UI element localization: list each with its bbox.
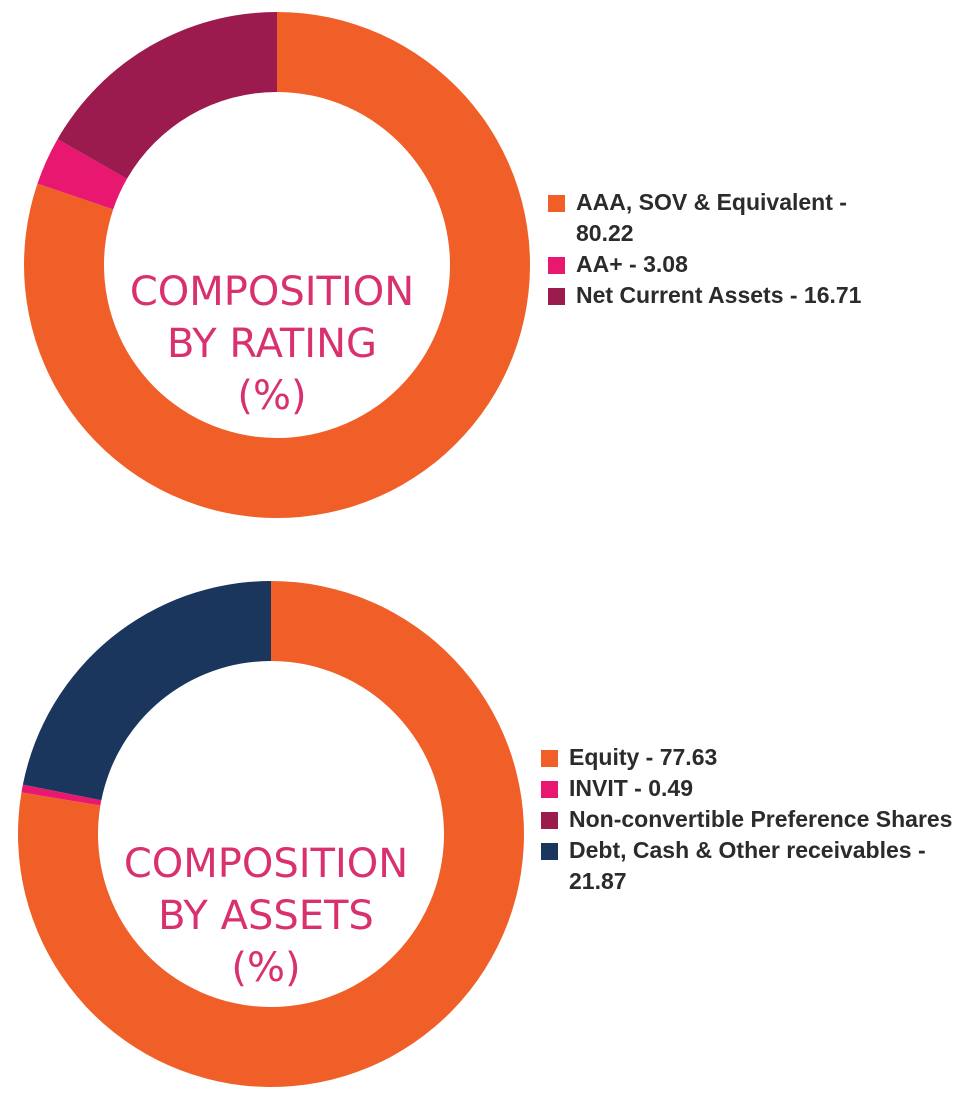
- legend-label-aa-plus: AA+ - 3.08: [576, 251, 688, 277]
- slice-preference-shares: [22, 784, 102, 801]
- legend-swatch-aa-plus: [548, 257, 565, 274]
- assets-center-line-2: BY ASSETS: [158, 893, 374, 939]
- legend-label-aaa: AAA, SOV & Equivalent - 80.22: [576, 189, 847, 246]
- assets-center-line-1: COMPOSITION: [123, 841, 409, 887]
- assets-center-label: COMPOSITION BY ASSETS (%): [76, 838, 456, 994]
- slice-aaa-sov-equivalent: [23, 12, 530, 518]
- legend-swatch-preference-shares: [541, 812, 558, 829]
- rating-legend: AAA, SOV & Equivalent - 80.22 AA+ - 3.08…: [548, 187, 948, 311]
- slice-aa-plus: [37, 139, 127, 210]
- legend-label-invit: INVIT - 0.49: [569, 775, 693, 801]
- rating-donut: [23, 12, 530, 518]
- slice-debt-cash-receivables: [22, 581, 271, 801]
- legend-swatch-invit: [541, 781, 558, 798]
- legend-item-equity: Equity - 77.63: [541, 742, 974, 773]
- assets-donut: [18, 581, 524, 1087]
- rating-center-line-3: (%): [237, 373, 307, 419]
- slice-equity: [18, 581, 524, 1087]
- composition-by-rating-chart: COMPOSITION BY RATING (%) AAA, SOV & Equ…: [0, 0, 974, 540]
- rating-center-line-1: COMPOSITION: [129, 269, 415, 315]
- rating-center-line-2: BY RATING: [167, 321, 377, 367]
- assets-center-line-3: (%): [231, 945, 301, 991]
- legend-item-aaa: AAA, SOV & Equivalent - 80.22: [548, 187, 906, 249]
- assets-legend: Equity - 77.63 INVIT - 0.49 Non-converti…: [541, 742, 974, 897]
- legend-item-preference-shares: Non-convertible Preference Shares: [541, 804, 974, 835]
- legend-label-debt-cash: Debt, Cash & Other receivables - 21.87: [569, 837, 926, 894]
- slice-net-current-assets: [57, 12, 277, 179]
- legend-swatch-debt-cash: [541, 843, 558, 860]
- legend-label-net-current-assets: Net Current Assets - 16.71: [576, 282, 862, 308]
- rating-center-label: COMPOSITION BY RATING (%): [82, 266, 462, 422]
- slice-invit: [21, 784, 102, 806]
- composition-by-assets-chart: COMPOSITION BY ASSETS (%) Equity - 77.63…: [0, 560, 974, 1114]
- legend-swatch-aaa: [548, 195, 565, 212]
- legend-swatch-equity: [541, 750, 558, 767]
- legend-item-debt-cash: Debt, Cash & Other receivables - 21.87: [541, 835, 949, 897]
- legend-label-preference-shares: Non-convertible Preference Shares: [569, 806, 953, 832]
- legend-item-aa-plus: AA+ - 3.08: [548, 249, 906, 280]
- legend-swatch-net-current-assets: [548, 288, 565, 305]
- legend-item-net-current-assets: Net Current Assets - 16.71: [548, 280, 906, 311]
- legend-item-invit: INVIT - 0.49: [541, 773, 974, 804]
- legend-label-equity: Equity - 77.63: [569, 744, 718, 770]
